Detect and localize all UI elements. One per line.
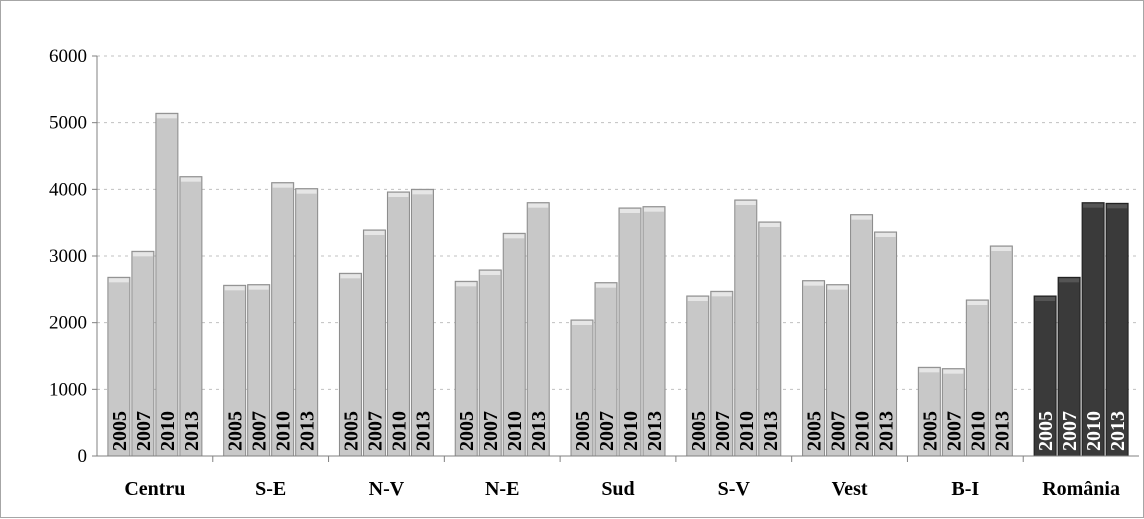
bar-cap [132,252,153,257]
bar-year-label: 2010 [388,411,410,451]
y-tick-label: 2000 [49,313,87,334]
y-tick-label: 0 [78,446,88,467]
bar-year-label: 2007 [596,411,618,451]
x-category-label: Centru [124,478,185,500]
bar-year-label: 2007 [364,411,386,451]
bar-cap [759,223,780,227]
bar-cap [248,285,269,290]
x-category-label: Sud [601,478,634,500]
bar-year-label: 2013 [297,411,319,451]
x-category-label: România [1042,478,1120,500]
bar-year-label: 2005 [456,411,478,451]
bar-year-label: 2005 [688,411,710,451]
x-category-label: N-V [369,478,405,500]
bar-cap [296,189,317,194]
bar-cap [711,292,732,297]
bar-cap [456,282,477,287]
bar-year-label: 2005 [225,411,247,451]
bar-cap [620,209,640,213]
bar-year-label: 2007 [480,411,502,451]
bar-cap [272,183,293,188]
x-category-label: N-E [485,478,519,500]
bar-cap [504,234,525,239]
bar-year-label: 2007 [828,411,850,451]
bar-year-label: 2010 [273,411,295,451]
bar-cap [735,201,756,205]
bar-year-label: 2013 [1107,411,1129,451]
bar-cap [108,278,129,283]
bar-year-label: 2005 [1035,411,1057,451]
bar-cap [1035,297,1056,301]
x-category-label: B-I [951,478,979,500]
bar-cap [180,177,201,182]
bar-cap [364,231,385,235]
bar-cap [1083,203,1104,208]
bar-cap [991,247,1012,251]
bar-year-label: 2007 [712,411,734,451]
bar-year-label: 2010 [736,411,758,451]
bar-year-label: 2010 [504,411,526,451]
bar-cap [827,285,848,290]
y-tick-label: 5000 [49,113,87,134]
bar-year-label: 2005 [340,411,362,451]
bar-year-label: 2010 [157,411,179,451]
bar-cap [687,297,708,301]
bars [107,112,1129,457]
bar [155,112,179,457]
bar-year-label: 2013 [528,411,550,451]
bar-year-label: 2013 [760,411,782,451]
y-tick-label: 4000 [49,179,87,200]
bar-year-label: 2010 [967,411,989,451]
bar-cap [388,193,409,197]
bar-cap [943,369,964,374]
bar-year-label: 2007 [249,411,271,451]
bar-year-label: 2013 [412,411,434,451]
bar-year-label: 2010 [852,411,874,451]
gridlines [97,55,1139,390]
bar-year-label: 2007 [1059,411,1081,451]
y-tick-label: 6000 [49,46,87,67]
x-category-label: S-E [255,478,286,500]
bar-year-label: 2005 [919,411,941,451]
axes [92,55,1139,462]
bar-year-label: 2013 [644,411,666,451]
bar-cap [1059,278,1080,283]
bar-year-label: 2007 [943,411,965,451]
bar-cap [851,215,872,220]
bar-year-label: 2013 [181,411,203,451]
bar-year-label: 2005 [109,411,131,451]
bar-cap [967,301,988,305]
bar-cap [596,283,616,288]
bar-year-label: 2013 [991,411,1013,451]
bar-cap [1107,204,1128,209]
bar-cap [156,114,177,119]
bar-cap [340,274,361,279]
bar-year-label: 2005 [804,411,826,451]
y-tick-label: 1000 [49,379,87,400]
y-tick-label: 3000 [49,246,87,267]
x-category-label: Vest [832,478,868,500]
bar-cap [480,271,501,275]
bar-cap [224,286,245,291]
bar-year-label: 2005 [572,411,594,451]
bar-cap [803,281,824,286]
bar-year-label: 2013 [876,411,898,451]
bar-cap [919,368,940,373]
bar-cap [644,207,664,212]
x-category-label: S-V [718,478,751,500]
bar-cap [412,190,433,195]
bar-year-label: 2010 [620,411,642,451]
bar-cap [528,203,549,208]
bar-year-label: 2007 [133,411,155,451]
bar-year-label: 2010 [1083,411,1105,451]
bar-cap [572,321,592,325]
bar-cap [875,233,896,237]
